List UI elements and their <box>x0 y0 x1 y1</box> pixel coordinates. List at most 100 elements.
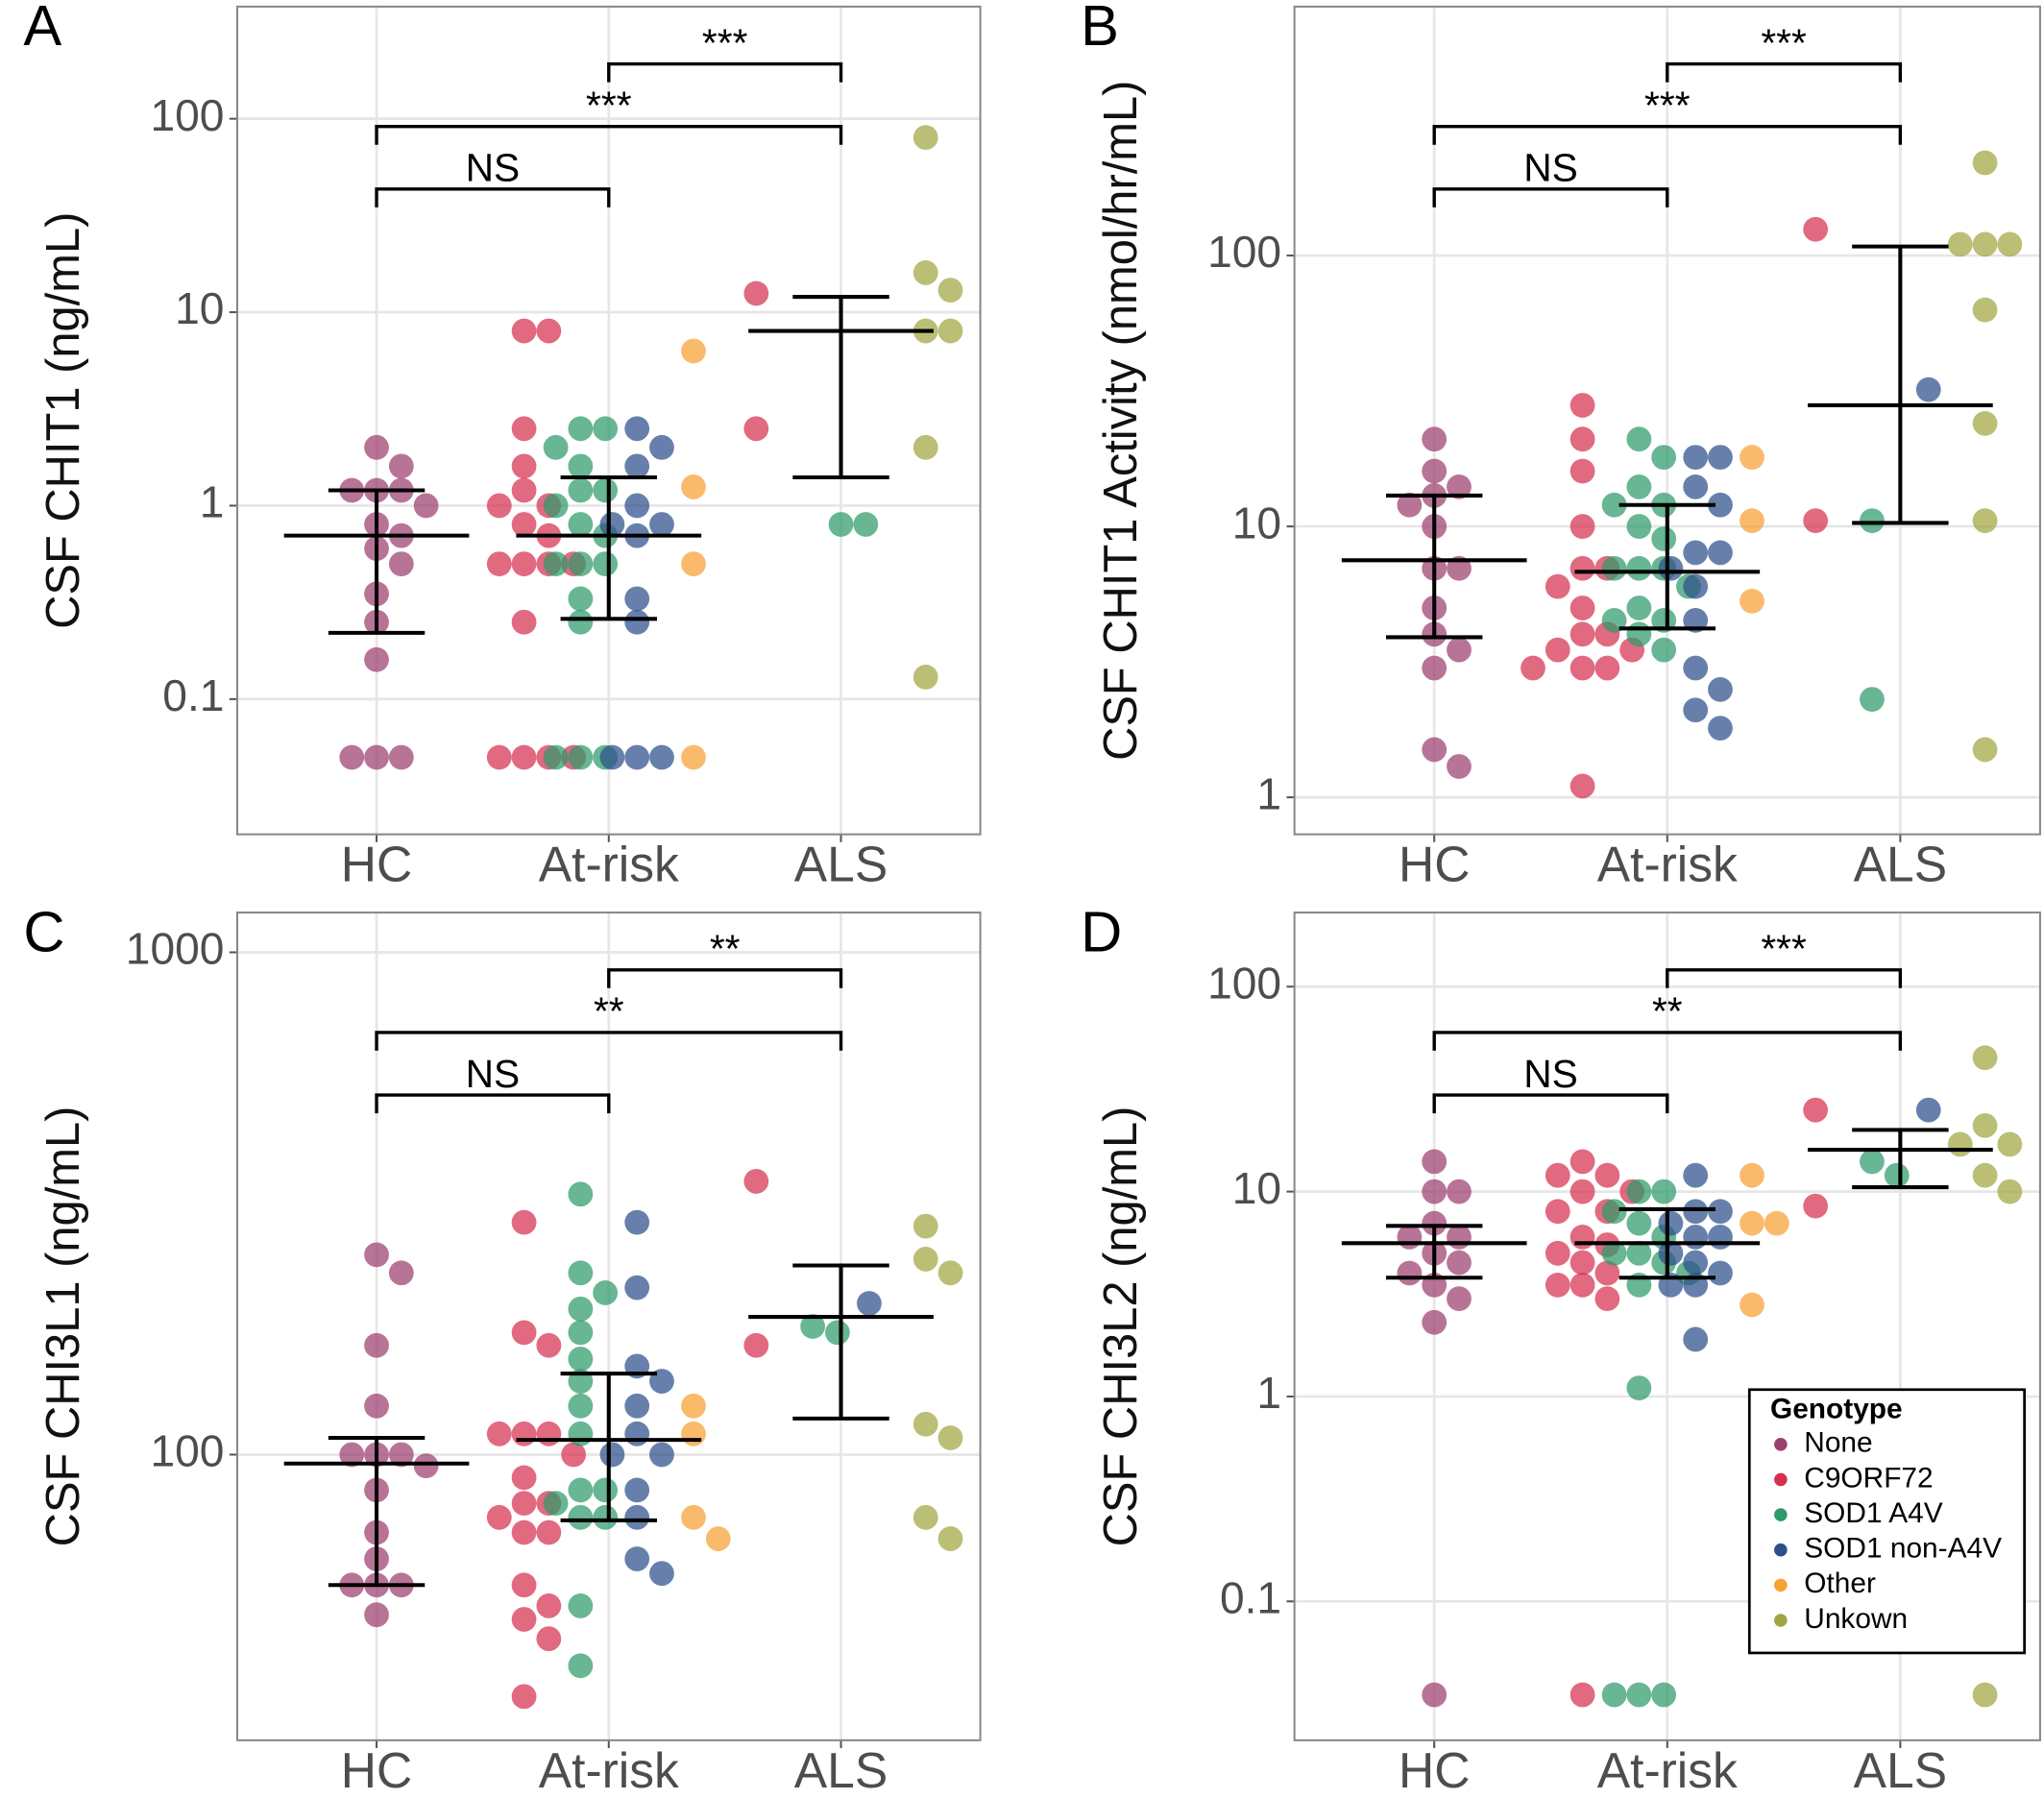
legend-swatch <box>1774 1614 1788 1627</box>
significance-bracket <box>375 187 611 207</box>
data-point <box>511 1320 537 1346</box>
data-point <box>1447 1286 1472 1312</box>
significance-label: *** <box>1761 20 1807 64</box>
data-point <box>1422 1682 1448 1708</box>
data-point <box>568 1593 594 1618</box>
data-point <box>1626 426 1652 452</box>
data-point <box>705 1526 731 1551</box>
y-tick-label: 0.1 <box>162 670 224 720</box>
data-point <box>649 434 674 460</box>
x-tick-label: HC <box>1399 1742 1470 1798</box>
data-point <box>1708 716 1733 741</box>
data-point <box>568 416 594 442</box>
plot-border <box>235 912 982 1741</box>
y-axis-label: CSF CHIT1 Activity (nmol/hr/mL) <box>1095 81 1147 761</box>
data-point <box>568 1296 594 1322</box>
data-point <box>568 453 594 479</box>
data-point <box>511 1572 537 1598</box>
data-point <box>1683 445 1709 470</box>
x-tick-label: At-risk <box>539 837 679 892</box>
data-point <box>568 609 594 635</box>
data-point <box>486 744 512 770</box>
x-tick-label: At-risk <box>1597 837 1738 892</box>
data-point <box>743 1332 769 1358</box>
legend-swatch <box>1774 1578 1788 1592</box>
data-point <box>1651 526 1677 551</box>
panel-label: A <box>23 0 61 58</box>
panel-label: D <box>1081 899 1122 963</box>
data-point <box>1545 573 1570 599</box>
data-point <box>511 551 537 576</box>
data-point <box>1626 1179 1652 1204</box>
data-point <box>511 1421 537 1446</box>
data-point <box>937 1425 963 1450</box>
data-point <box>828 512 854 537</box>
data-point <box>1626 1240 1652 1266</box>
data-point <box>1447 754 1472 779</box>
y-tick-label: 1 <box>1256 768 1281 818</box>
x-tick-label: ALS <box>1854 837 1947 892</box>
data-point <box>1570 655 1595 681</box>
data-point <box>536 1332 562 1358</box>
data-point <box>1708 540 1733 566</box>
data-point <box>624 1393 650 1419</box>
data-point <box>1397 1260 1423 1286</box>
data-point <box>1422 1309 1448 1335</box>
significance-label: NS <box>1523 1052 1578 1096</box>
data-point <box>1947 231 1973 257</box>
data-point <box>599 1442 625 1468</box>
data-point <box>1397 1225 1423 1250</box>
data-point <box>1860 508 1885 533</box>
data-point <box>339 1442 365 1468</box>
data-point <box>1860 1149 1885 1175</box>
data-point <box>388 1260 414 1286</box>
data-point <box>511 1519 537 1545</box>
legend-title: Genotype <box>1770 1393 1903 1424</box>
data-point <box>912 1213 938 1239</box>
y-tick-label: 0.1 <box>1220 1572 1281 1622</box>
data-point <box>486 1421 512 1446</box>
data-point <box>568 1477 594 1503</box>
data-point <box>1570 621 1595 647</box>
y-tick-label: 100 <box>1207 958 1281 1008</box>
data-point <box>1683 474 1709 499</box>
legend-swatch <box>1774 1508 1788 1521</box>
data-point <box>681 744 706 770</box>
significance-bracket <box>375 125 843 145</box>
data-point <box>486 493 512 519</box>
panel-label: B <box>1081 0 1119 58</box>
data-point <box>511 1465 537 1491</box>
y-tick-label: 10 <box>175 283 224 333</box>
data-point <box>543 744 569 770</box>
data-point <box>1803 508 1829 533</box>
data-point <box>561 1442 587 1468</box>
data-point <box>681 338 706 364</box>
data-point <box>649 1442 674 1468</box>
legend-swatch <box>1774 1472 1788 1487</box>
data-point <box>1626 1375 1652 1400</box>
data-point <box>511 609 537 635</box>
data-point <box>593 416 619 442</box>
data-point <box>388 1442 414 1468</box>
data-point <box>1972 1162 1998 1188</box>
data-point <box>1683 573 1709 599</box>
data-point <box>536 1421 562 1446</box>
data-point <box>568 1181 594 1207</box>
legend-label: Other <box>1804 1568 1876 1599</box>
data-point <box>1651 1682 1677 1708</box>
data-point <box>536 1519 562 1545</box>
data-point <box>1708 492 1733 518</box>
significance-bracket <box>1666 61 1903 83</box>
data-point <box>1972 1682 1998 1708</box>
data-point <box>624 493 650 519</box>
data-point <box>1422 458 1448 484</box>
data-point <box>1972 297 1998 323</box>
data-point <box>568 586 594 612</box>
data-point <box>593 1504 619 1530</box>
significance-label: ** <box>1652 989 1683 1033</box>
data-point <box>624 609 650 635</box>
data-point <box>1803 216 1829 242</box>
data-point <box>1570 773 1595 799</box>
